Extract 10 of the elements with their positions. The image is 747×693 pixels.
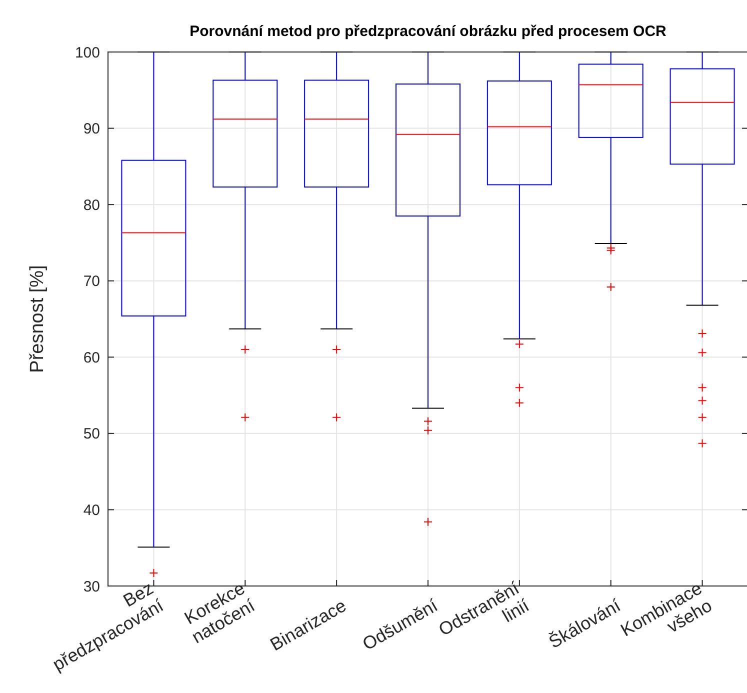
y-tick-label: 60 [83, 349, 100, 366]
chart-title: Porovnání metod pro předzpracování obrázku před procesem OCR [190, 23, 667, 40]
y-axis-title: Přesnost [%] [27, 265, 48, 373]
y-tick-label: 90 [83, 120, 100, 138]
y-tick-label: 50 [83, 426, 100, 443]
y-tick-label: 100 [74, 44, 100, 62]
y-tick-label: 30 [83, 578, 100, 596]
y-tick-label: 80 [83, 196, 100, 214]
y-tick-label: 40 [83, 502, 100, 519]
y-tick-label: 70 [83, 273, 100, 290]
